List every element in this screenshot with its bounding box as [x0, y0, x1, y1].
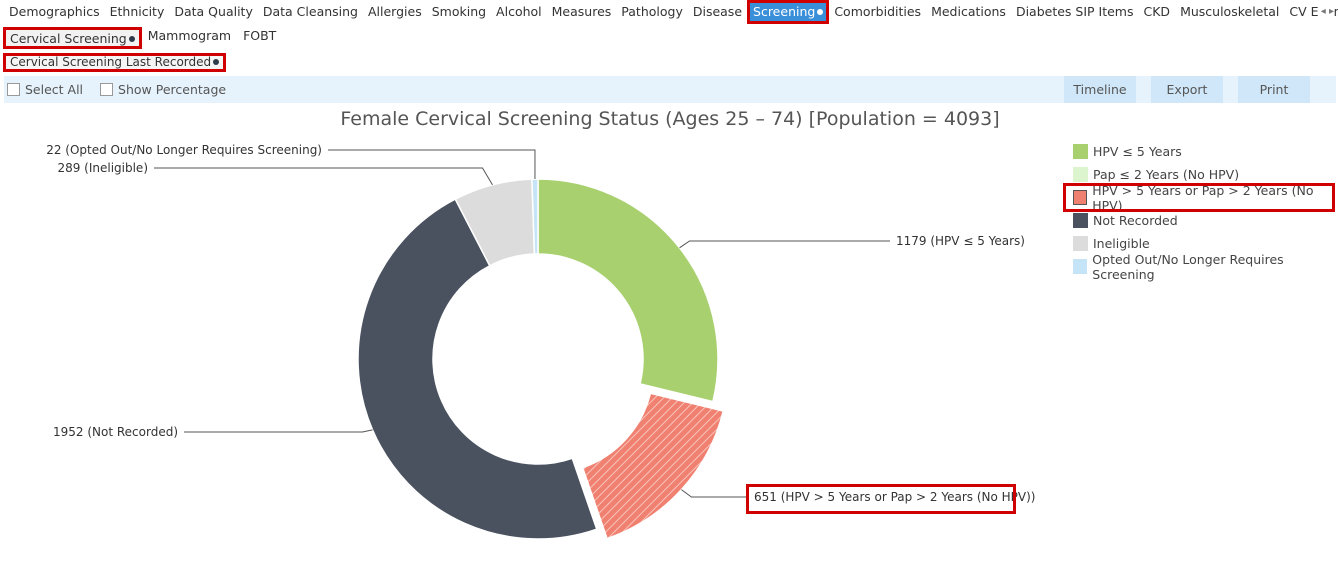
subtab-fobt[interactable]: FOBT — [243, 28, 277, 43]
tab-label: Alcohol — [496, 4, 542, 19]
tab-ckd[interactable]: CKD — [1139, 0, 1176, 24]
active-dot-icon — [128, 36, 135, 42]
active-dot-icon — [817, 9, 824, 15]
legend-item[interactable]: Ineligible — [1066, 232, 1338, 255]
data-label-connector — [681, 489, 748, 498]
active-dot-icon — [213, 59, 220, 65]
tab-label: Musculoskeletal — [1180, 4, 1280, 19]
chart-title-text: Female Cervical Screening Status (Ages 2… — [340, 108, 1000, 130]
data-label-connector — [679, 240, 890, 249]
legend-label: HPV > 5 Years or Pap > 2 Years (No HPV) — [1092, 182, 1314, 213]
tab-label: Ethnicity — [109, 4, 165, 19]
tab-medications[interactable]: Medications — [926, 0, 1011, 24]
show-percentage-checkbox[interactable]: Show Percentage — [100, 82, 226, 97]
data-label: 289 (Ineligible) — [57, 161, 148, 175]
data-label-connector — [184, 429, 373, 433]
legend-item[interactable]: Pap ≤ 2 Years (No HPV) — [1066, 163, 1338, 186]
tab-label: Data Quality — [174, 4, 253, 19]
donut-slice[interactable] — [581, 392, 725, 540]
tab-label: Smoking — [431, 4, 487, 19]
tab-label: Data Cleansing — [262, 4, 358, 19]
data-label: 22 (Opted Out/No Longer Requires Screeni… — [46, 143, 322, 157]
tab-data-cleansing[interactable]: Data Cleansing — [258, 0, 363, 24]
legend-label: Pap ≤ 2 Years (No HPV) — [1093, 167, 1240, 182]
export-button[interactable]: Export — [1151, 76, 1223, 103]
tab-measures[interactable]: Measures — [547, 0, 617, 24]
tab-label: Allergies — [368, 4, 422, 19]
checkbox-icon — [100, 83, 114, 96]
tab-scroll-arrows-icon[interactable]: ◂ ▸ — [1317, 0, 1334, 24]
subsubtab-label: Cervical Screening Last Recorded — [10, 55, 212, 69]
tab-musculoskeletal[interactable]: Musculoskeletal — [1175, 0, 1284, 24]
tab-label: CKD — [1143, 4, 1171, 19]
tab-comorbidities[interactable]: Comorbidities — [829, 0, 926, 24]
donut-slice[interactable] — [537, 178, 719, 403]
chart-toolbar: Select All Show Percentage Timeline Expo… — [4, 76, 1336, 103]
tab-alcohol[interactable]: Alcohol — [491, 0, 547, 24]
timeline-button[interactable]: Timeline — [1064, 76, 1136, 103]
tab-disease[interactable]: Disease — [688, 0, 747, 24]
legend-item[interactable]: Opted Out/No Longer Requires Screening — [1066, 252, 1338, 282]
legend-item[interactable]: Not Recorded — [1066, 209, 1338, 232]
legend-label: HPV ≤ 5 Years — [1093, 144, 1182, 159]
subtab-label: Cervical Screening — [10, 31, 127, 46]
screening-subtabs: Cervical Screening Mammogram FOBT — [0, 26, 282, 50]
tab-label: Measures — [551, 4, 612, 19]
legend-swatch — [1073, 236, 1088, 251]
legend-item[interactable]: HPV > 5 Years or Pap > 2 Years (No HPV) — [1063, 183, 1335, 213]
highlighted-data-label-box — [746, 484, 1016, 514]
select-all-label: Select All — [25, 82, 84, 97]
tab-allergies[interactable]: Allergies — [363, 0, 427, 24]
tab-label: Comorbidities — [834, 4, 922, 19]
tab-pathology[interactable]: Pathology — [616, 0, 688, 24]
legend-swatch — [1073, 144, 1088, 159]
tab-data-quality[interactable]: Data Quality — [169, 0, 258, 24]
select-all-checkbox[interactable]: Select All — [7, 82, 83, 97]
show-percentage-label: Show Percentage — [118, 82, 227, 97]
tab-label: Disease — [692, 4, 743, 19]
subsubtab-cervical-last-recorded[interactable]: Cervical Screening Last Recorded — [3, 53, 227, 72]
tab-ethnicity[interactable]: Ethnicity — [105, 0, 170, 24]
data-label: 1179 (HPV ≤ 5 Years) — [896, 234, 1025, 248]
tab-diabetes-sip-items[interactable]: Diabetes SIP Items — [1011, 0, 1139, 24]
data-label: 1952 (Not Recorded) — [53, 425, 178, 439]
tab-label: Demographics — [9, 4, 100, 19]
legend-swatch — [1073, 213, 1088, 228]
legend-label: Opted Out/No Longer Requires Screening — [1092, 251, 1284, 282]
cervical-subsubtabs: Cervical Screening Last Recorded — [3, 53, 227, 73]
tab-label: Pathology — [621, 4, 683, 19]
donut-slice[interactable] — [531, 178, 539, 255]
subtab-cervical-screening[interactable]: Cervical Screening — [3, 27, 142, 49]
legend-swatch — [1073, 259, 1088, 274]
data-label: 651 (HPV > 5 Years or Pap > 2 Years (No … — [754, 490, 1035, 504]
tab-screening[interactable]: Screening — [747, 0, 830, 24]
legend-label: Not Recorded — [1093, 213, 1178, 228]
data-label-connector — [154, 167, 493, 186]
tab-label: Screening — [753, 4, 816, 19]
donut-slice[interactable] — [357, 198, 598, 540]
chart-legend: HPV ≤ 5 Years Pap ≤ 2 Years (No HPV) HPV >… — [1063, 140, 1338, 282]
legend-swatch — [1073, 167, 1088, 182]
legend-label: Ineligible — [1093, 236, 1150, 251]
tab-label: Diabetes SIP Items — [1015, 4, 1134, 19]
subtab-mammogram[interactable]: Mammogram — [147, 28, 232, 43]
main-tab-bar: Demographics Ethnicity Data Quality Data Cl… — [0, 0, 1338, 24]
print-button[interactable]: Print — [1238, 76, 1310, 103]
tab-demographics[interactable]: Demographics — [0, 0, 105, 24]
legend-swatch — [1073, 190, 1088, 205]
data-label-connector — [328, 149, 536, 180]
legend-item[interactable]: HPV ≤ 5 Years — [1066, 140, 1338, 163]
tab-label: Medications — [931, 4, 1006, 19]
chart-title: Female Cervical Screening Status (Ages 2… — [0, 108, 1338, 130]
tab-smoking[interactable]: Smoking — [427, 0, 491, 24]
checkbox-icon — [7, 83, 20, 96]
